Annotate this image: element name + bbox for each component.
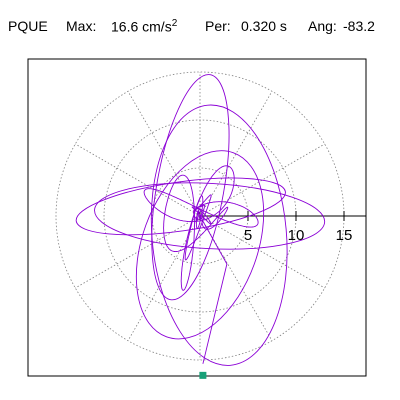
max-label: Max: bbox=[66, 18, 97, 34]
tick-label: 10 bbox=[288, 227, 305, 244]
tick-label: 15 bbox=[336, 227, 353, 244]
plot-axes bbox=[199, 211, 366, 221]
angle-value: -83.2 bbox=[343, 18, 375, 34]
orbit-loop bbox=[150, 104, 288, 366]
orbit-path bbox=[143, 165, 259, 364]
orbit-loop bbox=[75, 177, 286, 236]
grid-spoke bbox=[127, 215, 201, 341]
orbit-loop bbox=[151, 74, 230, 301]
max-value-exponent: 2 bbox=[171, 18, 178, 29]
grid-spoke bbox=[199, 215, 325, 289]
grid-spoke bbox=[127, 91, 201, 217]
grid-spoke bbox=[199, 91, 273, 217]
particle-motion-trace bbox=[75, 74, 326, 366]
grid-spoke bbox=[75, 215, 201, 289]
plot-frame bbox=[27, 58, 367, 377]
orbit-loop bbox=[135, 150, 265, 340]
max-value: 16.6 cm/s2 bbox=[111, 18, 177, 35]
angle-label: Ang: bbox=[308, 18, 337, 34]
header-bar: PQUE Max: 16.6 cm/s2 Per: 0.320 s Ang: -… bbox=[0, 0, 400, 44]
period-label: Per: bbox=[205, 18, 231, 34]
period-value: 0.320 s bbox=[241, 18, 287, 34]
grid-spoke bbox=[75, 143, 201, 217]
station-code: PQUE bbox=[8, 18, 48, 34]
radial-tick-labels: 5 10 15 bbox=[244, 227, 353, 244]
tick-label: 5 bbox=[244, 227, 252, 244]
orbit-loop bbox=[94, 182, 326, 250]
max-value-text: 16.6 cm/s bbox=[111, 18, 172, 35]
grid-spoke bbox=[199, 143, 325, 217]
grid-spoke bbox=[199, 215, 273, 341]
final-position-marker bbox=[199, 371, 207, 379]
